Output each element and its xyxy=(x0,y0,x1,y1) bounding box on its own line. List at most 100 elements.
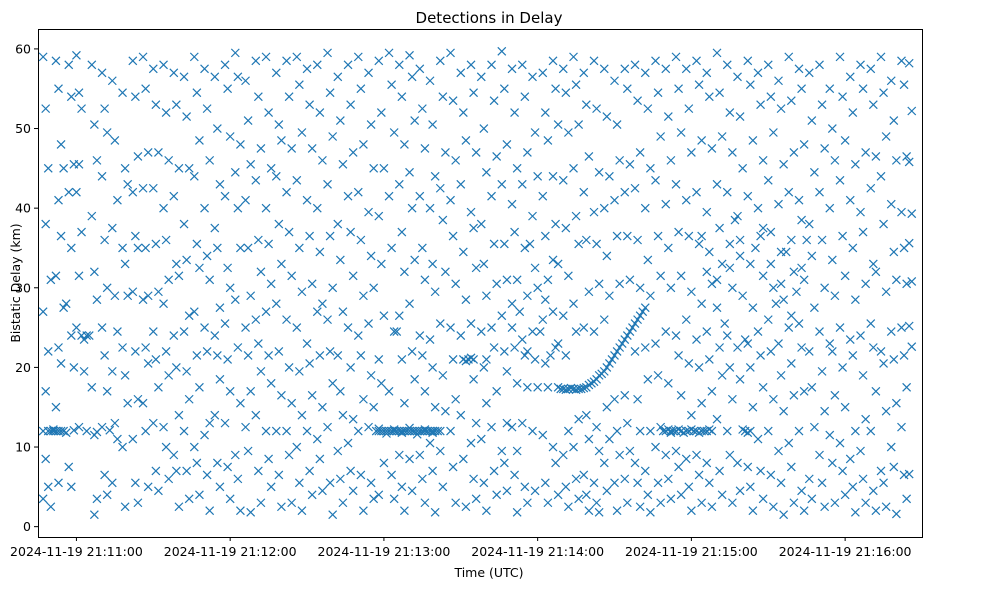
data-point-marker xyxy=(881,132,891,141)
data-point-marker xyxy=(417,351,427,360)
data-point-marker xyxy=(666,155,676,165)
data-point-marker xyxy=(866,64,876,74)
data-point-marker xyxy=(220,60,230,70)
data-point-marker xyxy=(620,474,630,484)
data-point-marker xyxy=(312,307,322,317)
data-point-marker xyxy=(59,163,69,173)
data-point-marker xyxy=(307,144,317,153)
data-point-marker xyxy=(651,339,660,348)
data-point-marker xyxy=(520,482,530,492)
data-point-marker xyxy=(838,231,847,241)
data-point-marker xyxy=(415,450,425,460)
data-point-marker xyxy=(751,243,760,253)
data-point-marker xyxy=(92,427,102,437)
data-point-marker xyxy=(571,327,581,336)
data-point-marker xyxy=(809,422,819,432)
data-point-marker xyxy=(195,382,204,392)
data-point-marker xyxy=(448,462,458,472)
data-point-marker xyxy=(430,507,440,517)
data-point-marker xyxy=(876,347,886,356)
data-point-marker xyxy=(881,406,891,416)
data-point-marker xyxy=(253,339,263,348)
data-point-marker xyxy=(212,458,222,468)
data-point-marker xyxy=(758,271,768,281)
data-point-marker xyxy=(633,478,643,488)
data-point-marker xyxy=(891,155,901,165)
data-point-marker xyxy=(797,263,806,273)
data-point-marker xyxy=(179,426,189,436)
data-point-marker xyxy=(79,335,89,344)
data-point-marker xyxy=(827,347,837,356)
data-point-marker xyxy=(838,92,847,102)
data-point-marker xyxy=(202,104,212,114)
data-point-marker xyxy=(745,362,755,372)
data-point-marker xyxy=(338,410,348,420)
data-point-marker xyxy=(815,327,824,336)
data-point-marker xyxy=(346,227,356,237)
data-point-marker xyxy=(82,331,92,340)
data-point-marker xyxy=(861,147,871,157)
data-point-marker xyxy=(233,343,243,352)
data-point-marker xyxy=(722,187,732,197)
data-point-marker xyxy=(763,315,773,325)
data-point-marker xyxy=(374,424,384,434)
data-point-marker xyxy=(620,64,630,74)
data-point-marker xyxy=(174,163,184,173)
data-point-marker xyxy=(407,72,417,82)
data-point-marker xyxy=(681,454,691,464)
data-point-marker xyxy=(143,291,153,301)
data-point-marker xyxy=(581,490,591,500)
data-point-marker xyxy=(768,283,778,293)
data-point-marker xyxy=(715,343,725,352)
data-point-marker xyxy=(276,502,286,512)
data-point-marker xyxy=(223,462,233,472)
data-point-marker xyxy=(622,418,632,428)
data-point-marker xyxy=(56,426,66,436)
data-point-marker xyxy=(389,494,399,504)
data-point-marker xyxy=(343,60,353,70)
data-point-marker xyxy=(410,255,420,265)
x-tick-label: 2024-11-19 21:15:00 xyxy=(625,544,758,559)
data-point-marker xyxy=(54,84,63,94)
data-point-marker xyxy=(594,279,604,289)
data-point-marker xyxy=(686,287,696,297)
data-point-marker xyxy=(671,52,681,62)
data-point-marker xyxy=(215,179,225,189)
data-point-marker xyxy=(804,474,814,484)
data-point-marker xyxy=(182,112,192,122)
data-point-marker xyxy=(451,498,461,508)
data-point-marker xyxy=(312,434,322,444)
data-point-marker xyxy=(476,72,486,82)
data-point-marker xyxy=(399,140,409,149)
data-point-marker xyxy=(56,358,66,368)
data-point-marker xyxy=(297,506,307,516)
data-point-marker xyxy=(543,275,553,285)
data-point-marker xyxy=(41,454,51,464)
data-point-marker xyxy=(745,80,755,90)
data-point-marker xyxy=(333,351,343,360)
data-point-marker xyxy=(592,422,602,432)
data-point-marker xyxy=(256,267,266,277)
data-point-marker xyxy=(387,470,397,480)
data-point-marker xyxy=(169,68,179,78)
data-point-marker xyxy=(41,104,51,114)
data-point-marker xyxy=(766,470,776,480)
data-point-marker xyxy=(487,323,496,333)
data-point-marker xyxy=(704,247,714,257)
data-point-marker xyxy=(848,243,858,253)
data-point-marker xyxy=(274,219,284,229)
data-point-marker xyxy=(561,482,571,492)
data-point-marker xyxy=(861,414,871,424)
data-point-marker xyxy=(543,136,553,145)
data-point-marker xyxy=(681,195,691,205)
data-point-marker xyxy=(625,159,635,169)
data-point-marker xyxy=(333,72,343,82)
data-point-marker xyxy=(592,498,602,508)
data-point-marker xyxy=(630,319,640,329)
data-point-marker xyxy=(704,478,714,488)
data-point-marker xyxy=(481,291,491,301)
data-point-marker xyxy=(610,195,619,205)
data-point-marker xyxy=(522,498,532,508)
data-point-marker xyxy=(584,287,594,297)
data-point-marker xyxy=(161,235,171,245)
